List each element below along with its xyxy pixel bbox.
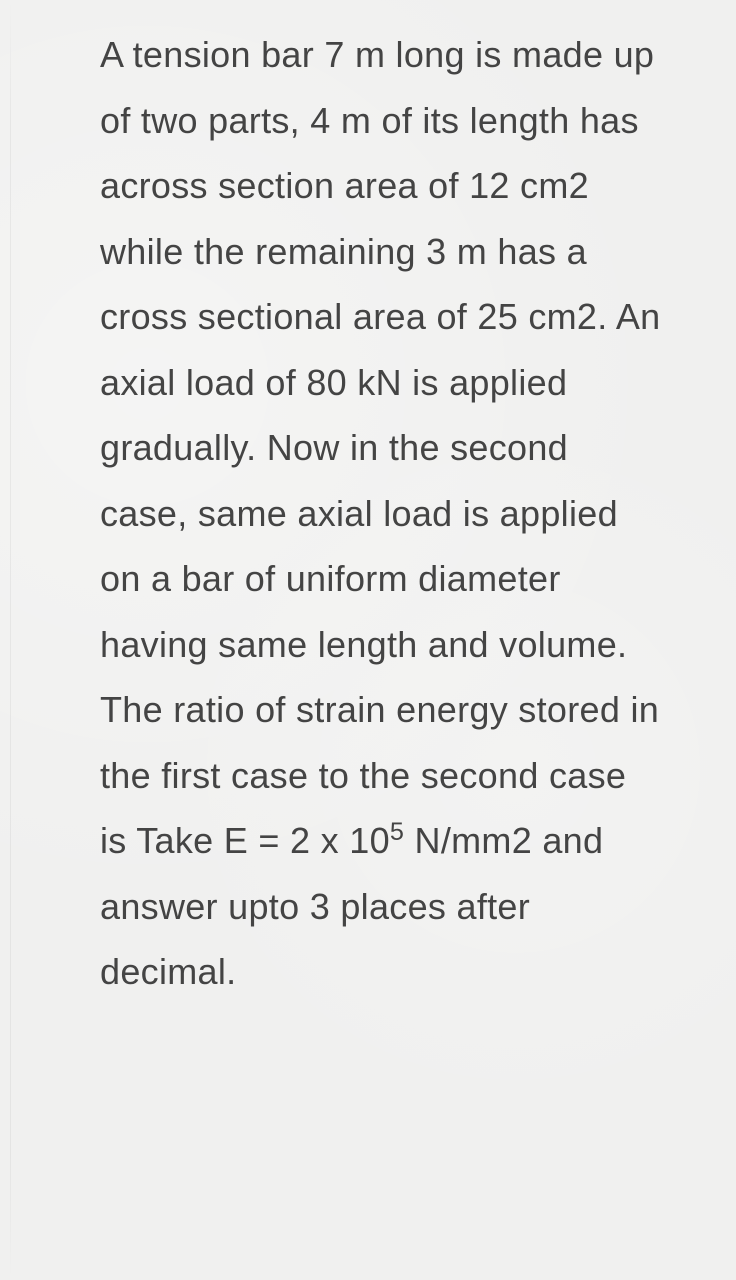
content-area: A tension bar 7 m long is made up of two…: [0, 0, 736, 1027]
exponent: 5: [390, 818, 404, 846]
problem-statement: A tension bar 7 m long is made up of two…: [100, 22, 661, 1005]
page-fold-line: [10, 0, 11, 1280]
page-container: A tension bar 7 m long is made up of two…: [0, 0, 736, 1280]
problem-text-main: A tension bar 7 m long is made up of two…: [100, 34, 660, 861]
